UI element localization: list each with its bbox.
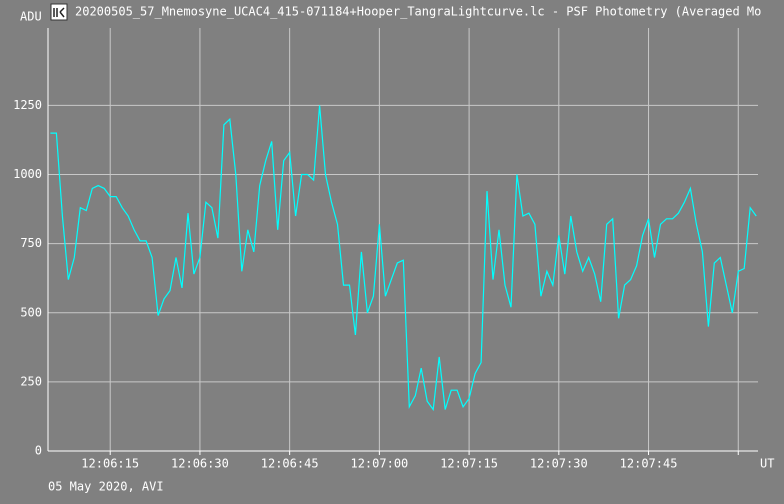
x-tick-label: 12:07:15 [440, 457, 498, 471]
chart-title: 20200505_57_Mnemosyne_UCAC4_415-071184+H… [75, 5, 761, 19]
x-tick-label: 12:07:00 [350, 457, 408, 471]
y-tick-label: 1000 [13, 167, 42, 181]
plot: 0 250 500 750 1000 1250 12:06:15 12:06:30 12:06:… [13, 28, 758, 471]
x-tick-label: 12:07:45 [620, 457, 678, 471]
y-tick-label: 500 [20, 305, 42, 319]
y-tick-label: 250 [20, 374, 42, 388]
y-tick-label: 1250 [13, 98, 42, 112]
y-tick-label: 750 [20, 236, 42, 250]
x-tick-label: 12:07:30 [530, 457, 588, 471]
y-axis-label: ADU [20, 10, 42, 24]
icon-glyph [53, 7, 65, 18]
x-axis-label: UT [760, 457, 774, 471]
x-tick-label: 12:06:15 [81, 457, 139, 471]
footer: 05 May 2020, AVI [48, 480, 164, 494]
app-icon [50, 3, 68, 21]
x-tick-label: 12:06:45 [261, 457, 319, 471]
y-tick-label: 0 [35, 444, 42, 458]
x-tick-label: 12:06:30 [171, 457, 229, 471]
light-curve [50, 105, 757, 412]
